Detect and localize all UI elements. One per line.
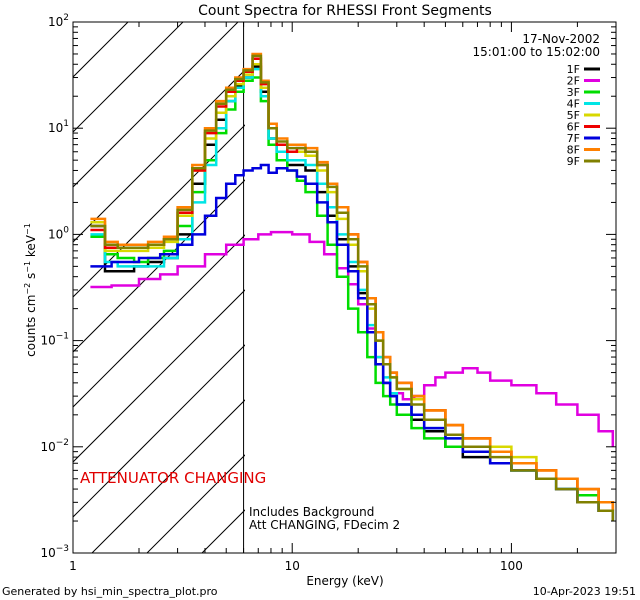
hatch-line <box>73 22 74 23</box>
hatch-line <box>73 69 245 243</box>
x-axis: 1 10 100 <box>69 22 617 573</box>
y-tick-label: 10−3 <box>40 544 69 560</box>
x-tick-label: 10 <box>285 559 300 573</box>
chart-title: Count Spectra for RHESSI Front Segments <box>198 3 492 19</box>
hatch-line <box>73 22 184 133</box>
hatch-line <box>73 234 245 408</box>
hatch-line <box>91 399 245 553</box>
note-line-1: Includes Background <box>249 505 374 519</box>
date-label: 17-Nov-2002 <box>522 32 600 46</box>
series-1f-line <box>90 65 615 521</box>
series-5f-line <box>90 63 615 511</box>
attenuator-label: ATTENUATOR CHANGING <box>80 469 266 487</box>
y-tick-label: 100 <box>48 225 69 241</box>
note-line-2: Att CHANGING, FDecim 2 <box>249 518 400 532</box>
y-tick-label: 10−1 <box>40 332 69 348</box>
hatch-line <box>73 344 245 518</box>
y-tick-label: 10−2 <box>40 438 69 454</box>
y-tick-label: 102 <box>48 13 69 29</box>
y-axis-label: counts cm−2 s−1 keV−1 <box>23 223 38 357</box>
legend-label-7f: 7F <box>567 132 580 145</box>
legend-label-6f: 6F <box>567 121 580 134</box>
series-3f-line <box>90 76 615 521</box>
series-2f-line <box>90 230 615 447</box>
series-4f-line <box>90 67 615 521</box>
series-9f-line <box>90 54 615 521</box>
hatch-line <box>73 179 245 353</box>
legend-label-2f: 2F <box>567 75 580 88</box>
series-7f-line <box>90 163 615 521</box>
legend-label-5f: 5F <box>567 109 580 122</box>
plot-frame <box>72 21 617 554</box>
series-layer <box>90 52 615 521</box>
hatch-line <box>146 454 245 553</box>
x-tick-label: 1 <box>69 559 77 573</box>
footer-right: 10-Apr-2023 19:51 <box>533 585 636 598</box>
hatch-line <box>73 124 245 298</box>
y-axis: 10−3 10−2 10−1 100 101 102 <box>40 13 616 560</box>
series-8f-line <box>90 52 615 511</box>
y-tick-label: 101 <box>48 119 69 135</box>
x-axis-label: Energy (keV) <box>306 574 383 588</box>
legend-label-8f: 8F <box>567 144 580 157</box>
legend-label-1f: 1F <box>567 63 580 76</box>
hatched-region <box>73 22 245 553</box>
legend-label-3f: 3F <box>567 86 580 99</box>
footer-left: Generated by hsi_min_spectra_plot.pro <box>2 585 218 598</box>
legend-label-4f: 4F <box>567 98 580 111</box>
time-range-label: 15:01:00 to 15:02:00 <box>473 45 600 59</box>
x-tick-label: 100 <box>500 559 523 573</box>
hatch-line <box>73 22 239 188</box>
legend-label-9f: 9F <box>567 155 580 168</box>
